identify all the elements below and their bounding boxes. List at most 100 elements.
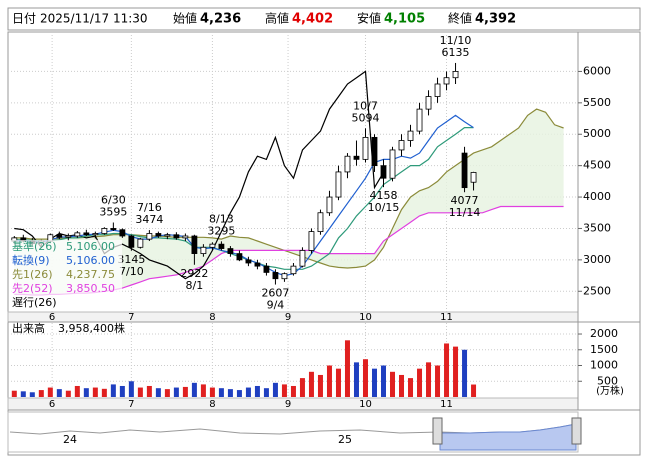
- navigator-year: 25: [338, 433, 352, 446]
- indicator-line: [14, 127, 474, 270]
- x-tick-label: 8: [209, 399, 215, 410]
- indicator-line: [14, 114, 474, 277]
- x-tick-label: 7: [128, 312, 134, 323]
- candle-body: [371, 136, 378, 167]
- candle-body: [74, 232, 81, 237]
- volume-bar: [236, 390, 242, 397]
- x-tick-label: 7: [128, 399, 134, 410]
- volume-bar: [164, 389, 170, 397]
- candle-body: [173, 234, 180, 239]
- volume-bar: [74, 385, 80, 397]
- datetime: 2025/11/17 11:30: [40, 12, 148, 26]
- volume-current: 3,958,400株: [58, 321, 125, 335]
- volume-bar: [380, 365, 386, 397]
- volume-bar: [218, 388, 224, 397]
- header-label: 安値: [357, 11, 381, 26]
- navigator-year: 24: [63, 433, 77, 446]
- annotation-date: 8/13: [209, 212, 234, 225]
- annotation-date: 11/14: [449, 206, 481, 219]
- candle-body: [335, 171, 342, 198]
- volume-bar: [435, 365, 441, 397]
- volume-tick-label: 1000: [590, 359, 618, 372]
- navigator-selection[interactable]: [439, 423, 577, 451]
- navigator-handle[interactable]: [571, 417, 582, 445]
- annotation-date: 6/30: [101, 193, 126, 206]
- header-label: 高値: [265, 11, 289, 26]
- candle-body: [290, 265, 297, 275]
- legend-value: 4,237.75: [66, 268, 115, 281]
- volume-bar: [335, 368, 341, 397]
- volume-unit: (万株): [596, 384, 624, 397]
- x-tick-label: 9: [285, 399, 291, 410]
- candle-body: [191, 235, 198, 254]
- annotation-value: 3474: [135, 213, 163, 226]
- x-tick-label: 6: [49, 399, 55, 410]
- volume-bar: [390, 371, 396, 397]
- volume-bar: [128, 381, 134, 397]
- volume-bar: [11, 390, 17, 397]
- volume-bar: [119, 385, 125, 397]
- candle-body: [119, 229, 126, 237]
- volume-bar: [110, 384, 116, 397]
- y-tick-label: 6000: [583, 64, 611, 77]
- candle-body: [137, 238, 144, 248]
- volume-bar: [281, 384, 287, 397]
- candle-body: [281, 273, 288, 280]
- legend-name: 基準(26): [12, 239, 57, 253]
- annotation-value: 3295: [207, 224, 235, 237]
- volume-bar: [317, 374, 323, 397]
- candle-body: [182, 235, 189, 239]
- volume-bar: [47, 387, 53, 397]
- candle-body: [344, 155, 351, 173]
- volume-bar: [344, 340, 350, 397]
- volume-bar: [417, 368, 423, 397]
- annotation-value: 3595: [99, 205, 127, 218]
- annotation-date: 9/4: [267, 299, 285, 312]
- y-tick-label: 5000: [583, 127, 611, 140]
- candle-body: [353, 155, 360, 160]
- candle-body: [398, 140, 405, 151]
- header-value: 4,105: [384, 12, 425, 27]
- header-label: 始値: [173, 11, 197, 26]
- volume-bar: [20, 391, 26, 397]
- candle-body: [200, 246, 207, 254]
- candle-body: [461, 152, 468, 189]
- candle-body: [425, 96, 432, 110]
- volume-bar: [155, 388, 161, 397]
- header-value: 4,402: [292, 12, 333, 27]
- volume-bar: [254, 385, 260, 397]
- candle-body: [434, 83, 441, 97]
- header-label: 終値: [448, 11, 472, 26]
- navigator-handle[interactable]: [432, 417, 443, 445]
- legend-name: 転換(9): [12, 254, 50, 267]
- annotation-date: 10/15: [368, 201, 400, 214]
- legend-name: 遅行(26): [12, 296, 57, 309]
- candle-body: [83, 232, 90, 236]
- volume-bar: [101, 388, 107, 397]
- volume-bar: [326, 365, 332, 397]
- candle-body: [452, 71, 459, 79]
- annotation-date: 7/10: [119, 265, 144, 278]
- volume-bar: [290, 385, 296, 397]
- annotation-value: 3145: [117, 253, 145, 266]
- candle-body: [362, 136, 369, 160]
- candle-body: [236, 253, 243, 261]
- header-value: 4,392: [475, 12, 516, 27]
- volume-bar: [371, 368, 377, 397]
- chart-frame: [7, 31, 641, 456]
- volume-bar: [56, 389, 62, 397]
- candle-body: [155, 233, 162, 237]
- candle-body: [470, 172, 477, 183]
- candle-body: [326, 196, 333, 214]
- volume-bar: [200, 384, 206, 397]
- legend-value: 5,106.00: [66, 240, 115, 253]
- cloud: [14, 109, 564, 296]
- volume-bar: [182, 386, 188, 397]
- volume-bar: [399, 374, 405, 397]
- annotation-value: 2607: [261, 287, 289, 300]
- candle-body: [128, 235, 135, 248]
- volume-bar: [426, 362, 432, 397]
- candle-body: [416, 108, 423, 132]
- volume-bar: [92, 387, 98, 397]
